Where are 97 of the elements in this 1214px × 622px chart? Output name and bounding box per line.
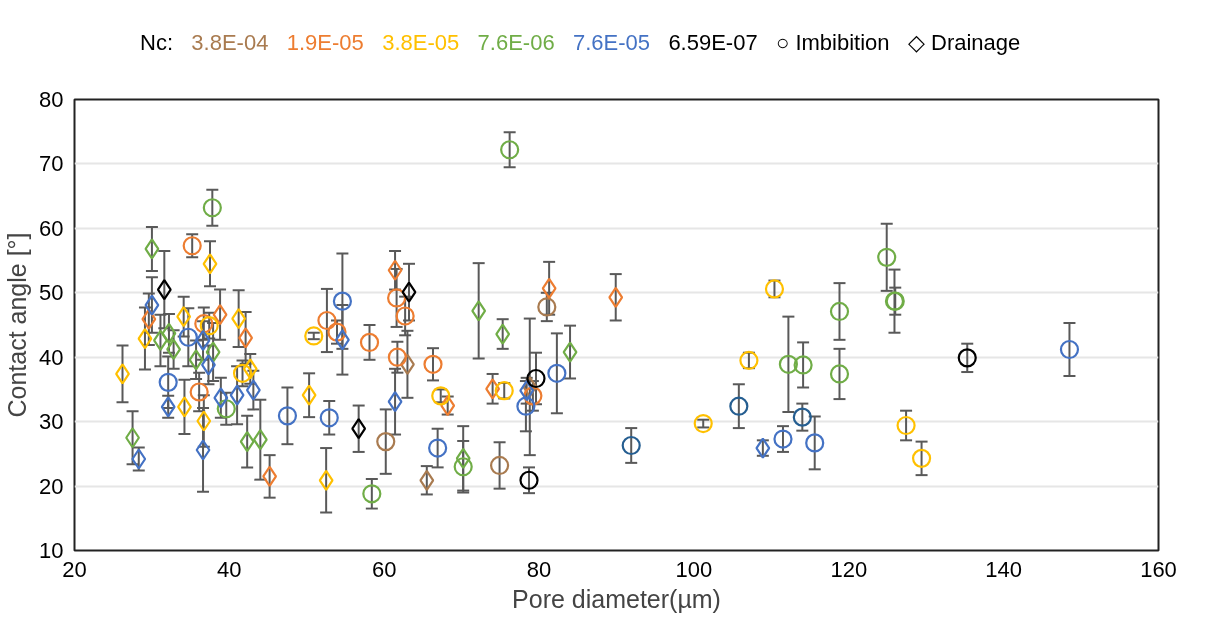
point xyxy=(301,384,317,406)
point xyxy=(188,349,204,371)
x-tick-label: 120 xyxy=(830,556,868,582)
y-tick-label: 70 xyxy=(39,151,64,177)
point xyxy=(144,294,160,316)
point xyxy=(238,327,254,349)
x-tick-label: 100 xyxy=(675,556,713,582)
point xyxy=(428,438,448,458)
point xyxy=(547,363,567,383)
point xyxy=(176,306,192,328)
x-axis-title: Pore diameter(µm) xyxy=(512,584,721,613)
point xyxy=(485,378,501,400)
y-axis-title: Contact angle [°] xyxy=(3,232,32,418)
y-tick-label: 80 xyxy=(39,87,64,112)
point xyxy=(495,323,511,345)
point xyxy=(805,433,825,453)
point xyxy=(423,354,443,374)
point xyxy=(213,387,229,409)
point xyxy=(395,306,415,326)
point xyxy=(202,253,218,275)
point xyxy=(158,372,178,392)
point xyxy=(317,310,337,331)
point xyxy=(793,355,813,375)
point xyxy=(351,418,367,440)
point xyxy=(693,413,713,434)
point xyxy=(778,354,798,374)
x-tick-label: 40 xyxy=(217,556,242,582)
point xyxy=(252,429,268,451)
x-tick-label: 80 xyxy=(526,556,552,582)
point xyxy=(896,415,916,436)
point xyxy=(792,407,812,427)
point xyxy=(773,429,793,449)
y-tick-label: 30 xyxy=(39,409,64,435)
point xyxy=(829,364,850,384)
point xyxy=(277,406,298,426)
text: ○ Imbibition xyxy=(776,30,890,55)
y-tick-label: 10 xyxy=(39,538,64,563)
point xyxy=(621,435,641,456)
point xyxy=(489,455,510,476)
y-tick-label: 50 xyxy=(39,280,64,306)
point xyxy=(199,316,219,336)
point xyxy=(829,301,850,322)
point xyxy=(541,277,557,299)
legend-title: Nc: xyxy=(140,30,173,55)
point xyxy=(144,238,160,260)
point xyxy=(562,341,578,363)
point xyxy=(304,326,324,346)
point xyxy=(387,259,403,281)
text: 1.9E-05 xyxy=(286,30,364,55)
point xyxy=(318,469,334,491)
point xyxy=(376,432,396,452)
y-tick-label: 60 xyxy=(39,215,64,241)
point xyxy=(537,297,557,317)
point xyxy=(216,399,236,419)
point xyxy=(229,384,245,406)
point xyxy=(519,470,539,490)
y-tick-label: 40 xyxy=(39,344,64,370)
text: 6.59E-07 xyxy=(668,30,758,55)
text: ◇ Drainage xyxy=(907,30,1021,55)
point xyxy=(362,484,382,504)
point xyxy=(957,348,977,368)
point xyxy=(239,431,255,453)
point xyxy=(332,291,352,311)
x-tick-label: 160 xyxy=(1140,556,1177,582)
point xyxy=(205,341,221,363)
point xyxy=(729,396,749,416)
point xyxy=(359,332,380,352)
text: 7.6E-06 xyxy=(477,30,555,55)
point xyxy=(419,469,435,491)
point xyxy=(453,457,473,477)
point xyxy=(319,408,339,428)
x-tick-label: 140 xyxy=(985,556,1023,582)
point xyxy=(189,382,209,402)
point xyxy=(195,439,211,461)
point xyxy=(471,300,487,322)
point xyxy=(1059,339,1080,360)
text: 3.8E-04 xyxy=(191,30,269,55)
text: 3.8E-05 xyxy=(382,30,460,55)
y-tick-label: 20 xyxy=(39,473,64,499)
point xyxy=(141,308,157,330)
point xyxy=(877,247,897,267)
point xyxy=(242,358,258,380)
x-tick-label: 20 xyxy=(62,556,87,582)
point xyxy=(387,288,407,308)
point xyxy=(334,329,350,351)
point xyxy=(401,281,417,303)
point xyxy=(387,391,403,413)
point xyxy=(212,304,228,326)
x-tick-label: 60 xyxy=(371,556,397,582)
point xyxy=(911,448,932,468)
text: 7.6E-05 xyxy=(572,30,651,55)
point xyxy=(202,198,222,218)
point xyxy=(500,140,520,160)
point xyxy=(455,447,471,469)
point xyxy=(387,347,407,367)
point xyxy=(161,322,177,344)
point xyxy=(608,286,624,308)
